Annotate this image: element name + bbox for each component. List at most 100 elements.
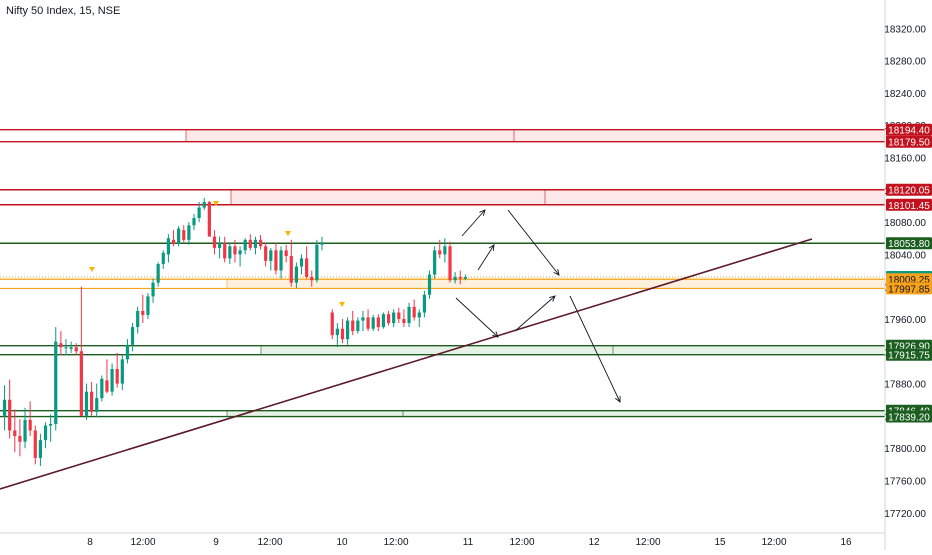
candle-body [136,310,140,328]
candle-body [402,318,406,324]
candle-body [427,274,432,295]
x-tick-label: 11 [463,537,474,548]
candle-body [305,258,309,277]
candle-body [448,246,452,281]
arrow-head [479,209,486,216]
candle-body [8,399,12,431]
y-tick-label: 17960.00 [884,315,926,326]
current-zone [226,278,886,289]
projection-arrow [461,209,486,237]
candle-body [335,328,339,336]
y-tick-label: 17760.00 [884,477,926,488]
candle-body [248,239,252,248]
candle-body [100,378,104,399]
candle-body [284,250,288,257]
candle-body [361,317,365,321]
candle-body [171,239,176,244]
x-tick-label: 12:00 [761,537,786,548]
candle-body [376,317,380,328]
candle-body [105,380,109,392]
price-label-box [886,237,932,250]
candle-body [33,430,37,458]
candle-body [386,314,391,324]
candle-body [397,312,401,319]
price-label: 17926.90 [888,342,930,353]
candle-body [356,320,360,332]
price-label-box [886,198,932,211]
candle-body [218,243,222,248]
candle-body [49,423,53,426]
candle-body [84,391,89,416]
arrow-head [615,395,621,403]
candle-body [228,246,232,259]
candle-body [274,250,278,271]
candle-body [141,310,145,315]
candle-body [146,296,150,315]
candle-body [371,317,375,329]
candle-body [207,201,211,237]
candle-body [59,343,63,348]
fractal-marker [285,231,291,236]
candle-body [166,238,170,255]
candle-body [412,306,416,318]
arrow-head [492,331,499,338]
candle-body [110,369,114,392]
candle-body [223,243,227,259]
candle-body [417,312,421,318]
candle-body [120,359,124,384]
price-label: 17839.20 [888,413,930,424]
price-label: 18009.25 [888,275,930,286]
candle-body [453,276,457,281]
resistance-zone [230,189,886,206]
price-label: 18101.45 [888,201,930,212]
price-label: 17997.85 [888,284,930,295]
price-label: 18194.40 [888,126,930,137]
candle-body [202,201,206,208]
y-tick-label: 18160.00 [884,153,926,164]
candle-body [74,347,78,352]
x-tick-label: 10 [336,537,348,548]
candle-body [197,207,201,219]
candle-body [130,327,135,345]
price-label: 17915.75 [888,351,930,362]
price-label-box [886,410,932,423]
y-tick-label: 17720.00 [884,509,926,520]
candle-body [243,239,247,251]
candle-body [381,314,386,328]
y-tick-label: 18280.00 [884,57,926,68]
price-label-box [886,123,932,136]
y-tick-label: 18040.00 [884,250,926,261]
candle-body [279,250,283,271]
candle-body [346,320,350,340]
price-label: 18120.05 [888,186,930,197]
candle-body [294,266,298,283]
y-tick-label: 18080.00 [884,218,926,229]
candle-body [233,246,237,255]
price-label-box [886,348,932,361]
support-zone [226,410,886,417]
candle-body [212,236,217,248]
candle-body [64,347,68,349]
price-label: 18179.50 [888,138,930,149]
fractal-marker [89,267,95,272]
candle-body [392,312,396,324]
candle-body [299,258,304,267]
candle-body [253,239,258,248]
candle-body [28,419,32,431]
candle-body [351,320,355,332]
candle-body [407,306,411,324]
x-tick-label: 12:00 [257,537,282,548]
candle-body [443,246,447,255]
candle-body [38,440,42,458]
candle-body [366,317,370,329]
candle-body [269,250,273,261]
candle-body [43,425,48,441]
candle-body [23,419,27,442]
resistance-zone [185,129,886,143]
price-label-box [886,282,932,295]
candle-body [438,250,442,255]
fractal-marker [213,201,219,206]
